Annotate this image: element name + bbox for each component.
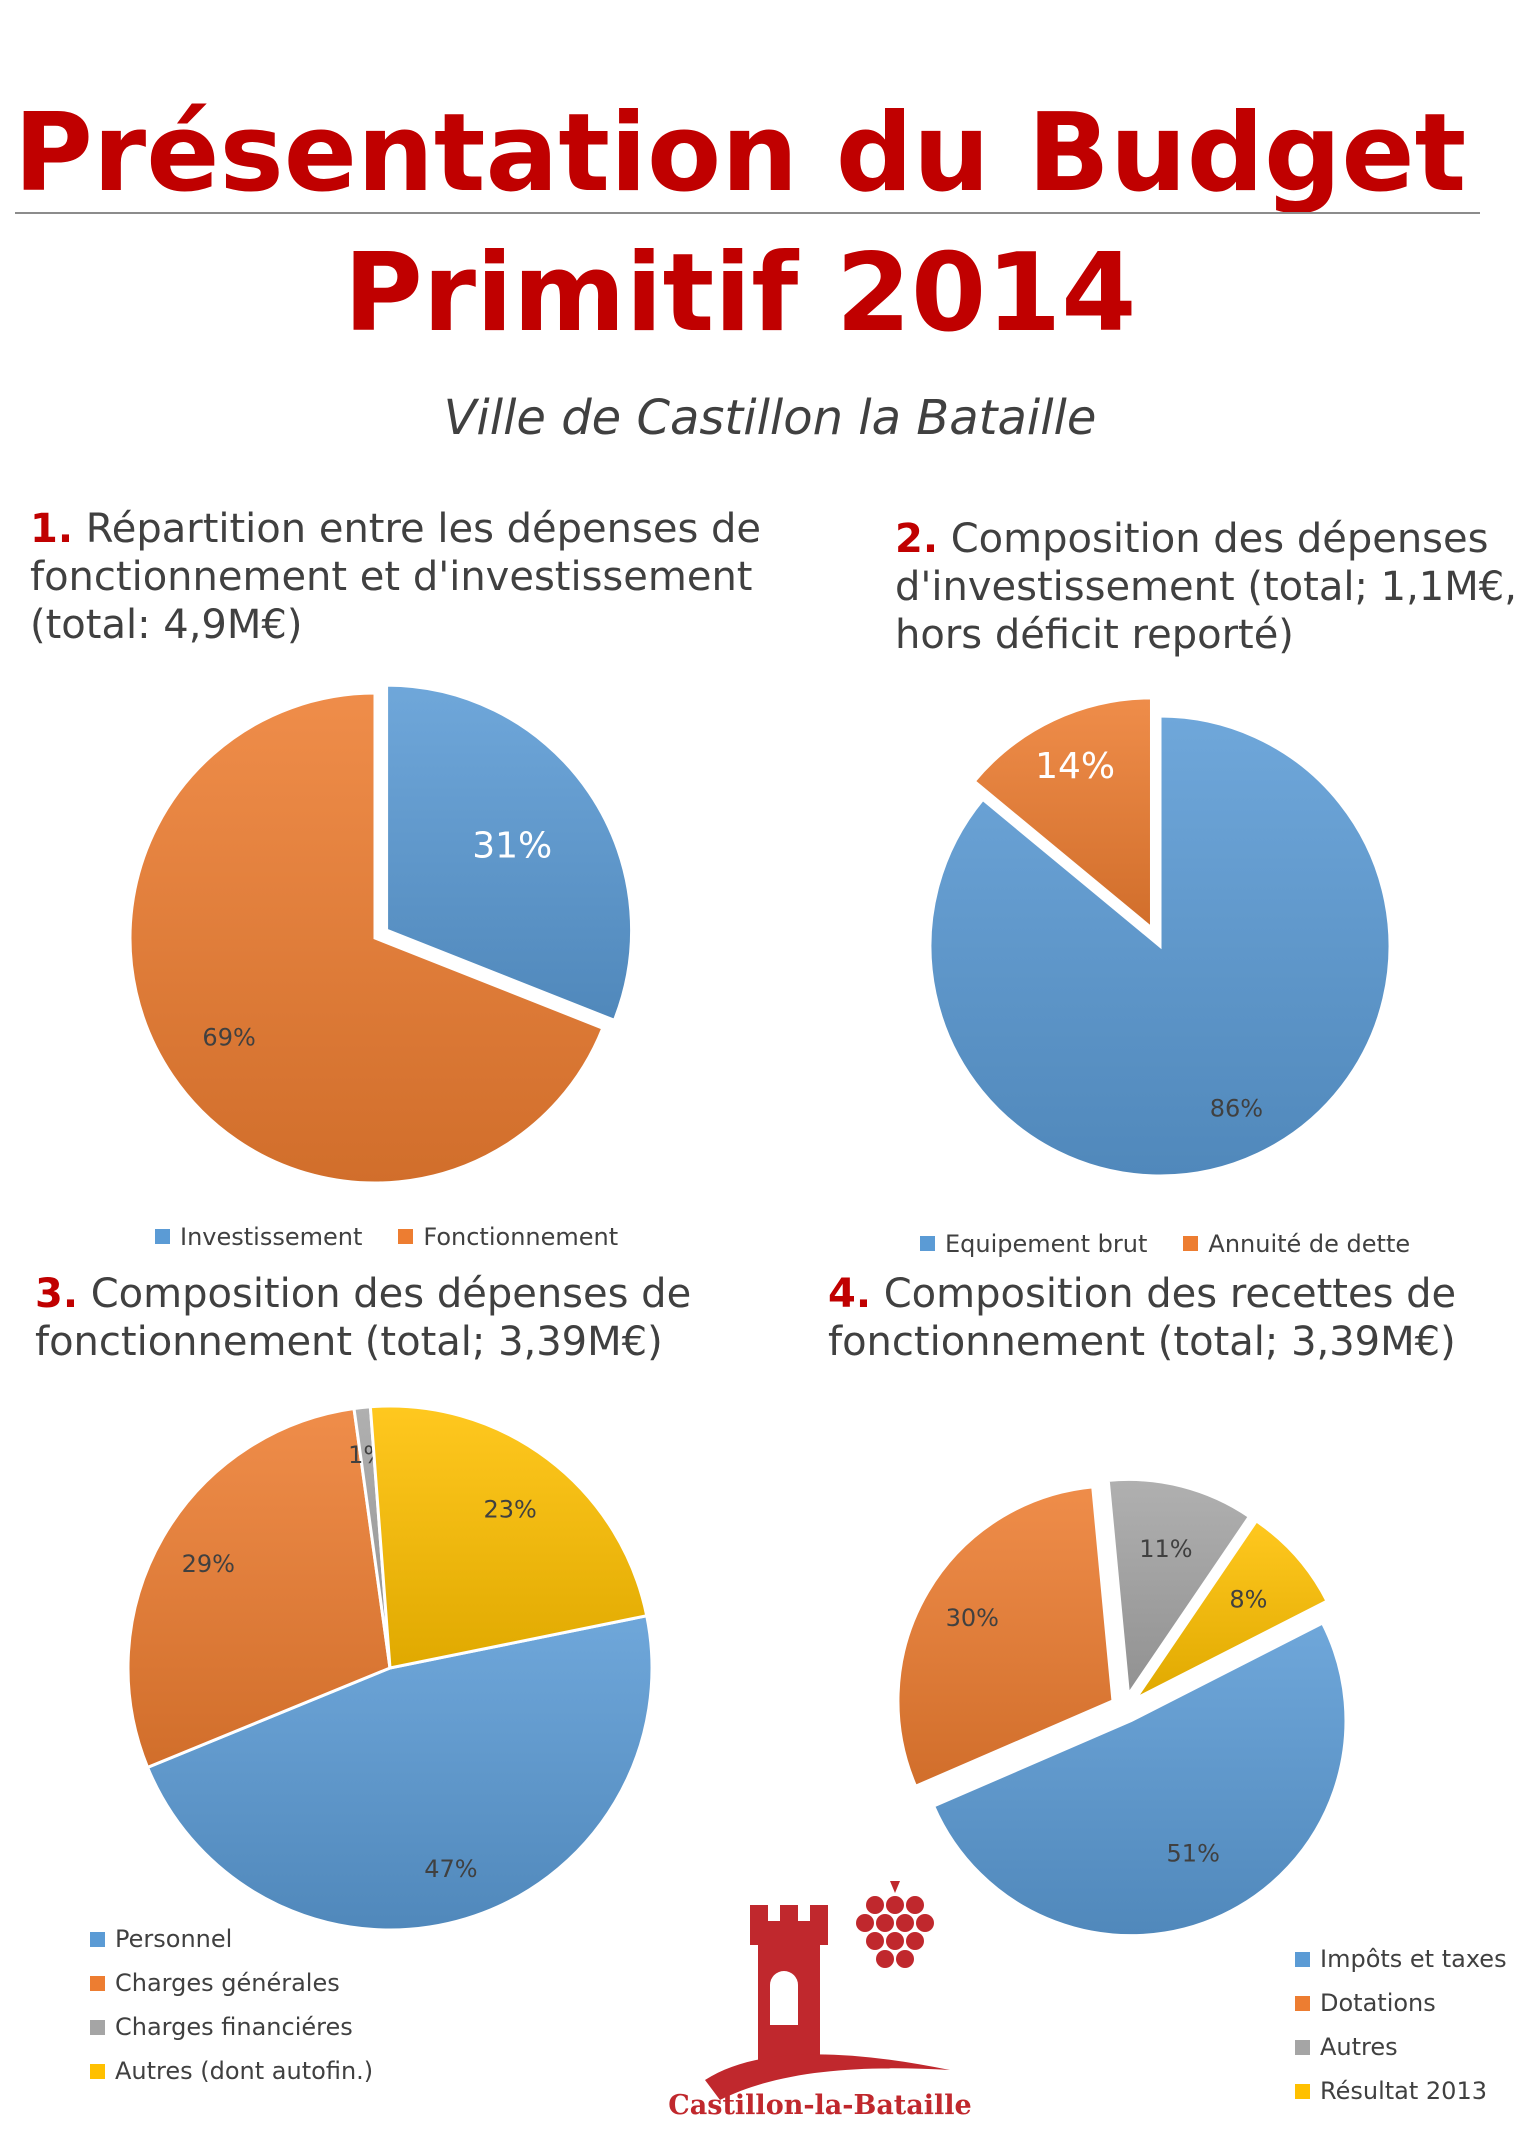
pie-chart-2-group: 86% 14% [928, 696, 1392, 1178]
legend-item: Résultat 2013 [1295, 2077, 1507, 2105]
legend-label: Autres (dont autofin.) [115, 2057, 374, 2085]
pie-2-slice-equipement-brut [928, 714, 1392, 1178]
page-title-line1: Présentation du Budget [13, 91, 1467, 216]
castle-tower-grapes-logo [705, 1881, 950, 2100]
pie-3-data-label: 29% [182, 1550, 235, 1578]
legend-item: Equipement brut [920, 1230, 1147, 1258]
pie-chart-4-group: 51% 30% 11% 8% [896, 1477, 1348, 1938]
legend-swatch [90, 2019, 105, 2035]
section-4-number: 4. [828, 1271, 872, 1317]
pie-3-slice-personnel [145, 1614, 654, 1932]
pie-1-slice-investissement [385, 683, 634, 1023]
section-1-title-line3: (total: 4,9M€) [30, 602, 303, 648]
pie-4-data-label: 30% [946, 1604, 999, 1632]
legend-swatch [1295, 1951, 1310, 1967]
pie-3-slice-autres-dont-autofin- [368, 1404, 649, 1670]
legend-item: Fonctionnement [398, 1223, 618, 1251]
legend-chart-3: Personnel Charges générales Charges financ… [90, 1925, 373, 2101]
legend-label: Autres [1320, 2033, 1398, 2061]
section-4-title-line2: fonctionnement (total; 3,39M€) [828, 1319, 1456, 1365]
legend-label: Fonctionnement [423, 1222, 619, 1251]
section-2-title-line2: d'investissement (total; 1,1M€, [895, 564, 1517, 610]
pie-3-data-label: 23% [483, 1496, 536, 1524]
legend-label: Impôts et taxes [1320, 1945, 1507, 1973]
legend-label: Résultat 2013 [1320, 2077, 1487, 2105]
pie-1-data-label: 69% [202, 1024, 255, 1052]
legend-swatch [398, 1229, 414, 1244]
pie-2-data-label: 14% [1035, 746, 1115, 787]
legend-swatch [155, 1229, 170, 1244]
section-3-title-line2: fonctionnement (total; 3,39M€) [35, 1319, 663, 1365]
section-3-title: 3. Composition des dépenses de fonctionn… [35, 1270, 691, 1366]
legend-label: Personnel [115, 1925, 233, 1953]
legend-label: Charges générales [115, 1969, 340, 1997]
legend-swatch [920, 1236, 935, 1251]
legend-chart-4: Impôts et taxes Dotations Autres Résultat 2… [1295, 1945, 1507, 2121]
legend-item: Autres [1295, 2033, 1507, 2061]
legend-label: Investissement [180, 1222, 363, 1251]
legend-chart-1: Investissement Fonctionnement [155, 1222, 654, 1251]
section-1-title: 1. Répartition entre les dépenses de fon… [30, 505, 761, 649]
legend-swatch [90, 1931, 105, 1947]
legend-item: Charges financiéres [90, 2013, 373, 2041]
page-subtitle: Ville de Castillon la Bataille [443, 390, 1097, 446]
legend-chart-2: Equipement brut Annuité de dette [920, 1229, 1446, 1258]
legend-item: Impôts et taxes [1295, 1945, 1507, 1973]
section-2-title: 2. Composition des dépenses d'investisse… [895, 515, 1517, 659]
legend-swatch [1295, 2083, 1310, 2099]
pie-4-slice-dotations [896, 1485, 1115, 1789]
title-divider [15, 212, 1480, 214]
page-title-line2: Primitif 2014 [343, 231, 1137, 356]
section-1-number: 1. [30, 506, 74, 552]
legend-item: Personnel [90, 1925, 373, 1953]
legend-label: Dotations [1320, 1989, 1436, 2017]
logo-text: Castillon-la-Bataille [668, 2090, 972, 2121]
pie-3-slice-charges-g-n-rales [126, 1406, 392, 1770]
legend-item: Charges générales [90, 1969, 373, 1997]
pie-3-data-label: 47% [424, 1855, 477, 1883]
section-3-number: 3. [35, 1271, 79, 1317]
pie-chart-3-group: 47%29%1%23% [126, 1404, 654, 1932]
legend-item: Autres (dont autofin.) [90, 2057, 373, 2085]
section-1-title-line1: Répartition entre les dépenses de [85, 506, 762, 552]
legend-label: Charges financiéres [115, 2013, 353, 2041]
pie-4-data-label: 8% [1229, 1586, 1267, 1614]
pie-4-slice-r-sultat-2013 [1134, 1518, 1330, 1701]
pie-4-slice-imp-ts-et-taxes [931, 1621, 1348, 1938]
legend-label: Annuité de dette [1208, 1229, 1411, 1258]
pie-2-data-label: 86% [1210, 1095, 1263, 1123]
pie-4-data-label: 11% [1139, 1535, 1192, 1563]
legend-swatch [1183, 1236, 1199, 1251]
section-4-title-line1: Composition des recettes de [883, 1271, 1457, 1317]
section-4-title: 4. Composition des recettes de fonctionn… [828, 1270, 1456, 1366]
section-2-title-line1: Composition des dépenses [950, 516, 1489, 562]
pie-2-slice-annuit-de-dette [972, 696, 1153, 932]
section-2-title-line3: hors déficit reporté) [895, 612, 1294, 658]
legend-label: Equipement brut [945, 1229, 1148, 1258]
legend-item: Annuité de dette [1183, 1230, 1410, 1258]
pie-chart-1-group: 31% 69% [128, 683, 634, 1185]
section-2-number: 2. [895, 516, 939, 562]
section-1-title-line2: fonctionnement et d'investissement [30, 554, 753, 600]
pie-4-slice-autres [1106, 1477, 1252, 1699]
legend-item: Investissement [155, 1223, 362, 1251]
legend-swatch [90, 1975, 105, 1991]
section-3-title-line1: Composition des dépenses de [90, 1271, 692, 1317]
legend-swatch [90, 2063, 105, 2079]
legend-swatch [1295, 2039, 1310, 2055]
pie-1-data-label: 31% [472, 825, 552, 866]
pie-4-data-label: 51% [1167, 1839, 1220, 1867]
legend-swatch [1295, 1995, 1310, 2011]
legend-item: Dotations [1295, 1989, 1507, 2017]
pie-1-slice-fonctionnement [128, 691, 605, 1185]
